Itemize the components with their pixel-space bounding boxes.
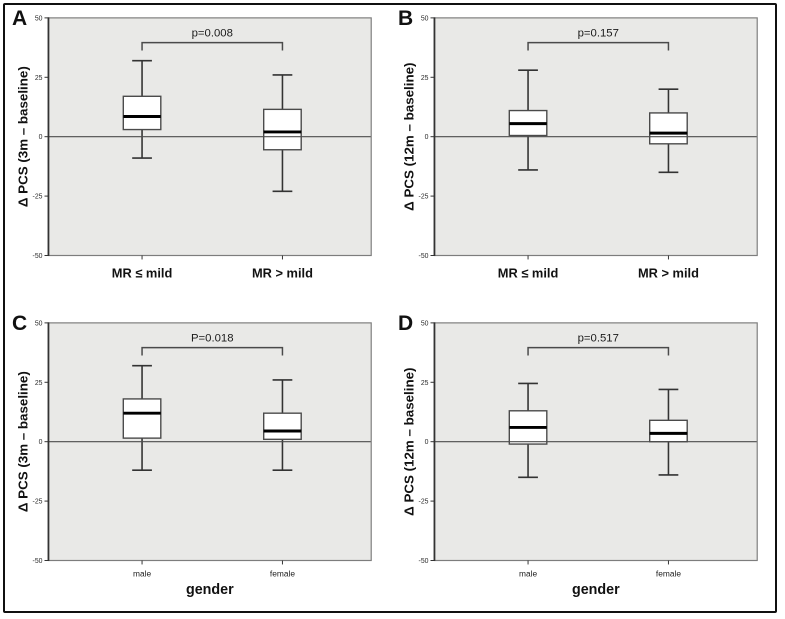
category-label: female bbox=[270, 568, 295, 578]
boxplot-box bbox=[649, 112, 688, 145]
y-tick-label: -50 bbox=[419, 253, 429, 260]
y-tick-label: 50 bbox=[35, 15, 43, 22]
y-tick-label: 25 bbox=[35, 75, 43, 82]
y-tick-label: 0 bbox=[39, 439, 43, 446]
p-value-label: p=0.517 bbox=[578, 333, 619, 345]
boxplot-box bbox=[122, 398, 162, 439]
x-axis-label: gender bbox=[572, 582, 620, 598]
y-tick-label: -25 bbox=[419, 194, 429, 201]
panel-a: A 50 25 0 -25 -50 MR ≤ mild MR > mild p=0.008 Δ … bbox=[7, 6, 387, 305]
y-tick-label: 25 bbox=[421, 75, 429, 82]
y-axis-label: Δ PCS (3m – baseline) bbox=[16, 66, 31, 207]
boxplot-box bbox=[263, 108, 302, 151]
category-label: male bbox=[519, 568, 537, 578]
x-axis-label: gender bbox=[186, 582, 234, 598]
y-tick-label: 25 bbox=[421, 380, 429, 387]
significance-bracket bbox=[141, 346, 284, 356]
boxplot-chart-b: 50 25 0 -25 -50 MR ≤ mild MR > mild p=0.157 Δ PC… bbox=[402, 15, 758, 280]
y-tick-label: -50 bbox=[419, 558, 429, 565]
y-tick-label: 0 bbox=[39, 134, 43, 141]
category-label: MR > mild bbox=[638, 265, 699, 280]
panel-letter-d: D bbox=[398, 312, 414, 335]
boxplot-box bbox=[122, 95, 162, 131]
category-label: male bbox=[133, 568, 151, 578]
y-tick-label: 0 bbox=[425, 134, 429, 141]
panel-c: C 50 25 0 -25 -50 male female gender P=0.018 Δ PC… bbox=[7, 311, 387, 610]
category-label: MR ≤ mild bbox=[112, 265, 172, 280]
y-tick-label: -25 bbox=[33, 499, 43, 506]
p-value-label: P=0.018 bbox=[191, 333, 234, 345]
y-tick-label: 0 bbox=[425, 439, 429, 446]
figure-frame: A 50 25 0 -25 -50 MR ≤ mild MR > mild p=0.008 Δ … bbox=[3, 3, 777, 613]
boxplot-chart-c: 50 25 0 -25 -50 male female gender P=0.018 Δ PCS … bbox=[16, 320, 372, 598]
panel-letter-a: A bbox=[12, 7, 28, 30]
y-tick-label: 50 bbox=[421, 320, 429, 327]
boxplot-chart-d: 50 25 0 -25 -50 male female gender p=0.517 Δ PCS … bbox=[402, 320, 758, 598]
y-axis-label: Δ PCS (3m – baseline) bbox=[16, 371, 31, 512]
category-label: MR > mild bbox=[252, 265, 313, 280]
significance-bracket bbox=[527, 346, 670, 356]
category-label: female bbox=[656, 568, 681, 578]
panel-d: D 50 25 0 -25 -50 male female gender p=0.517 Δ PC… bbox=[393, 311, 773, 610]
y-tick-label: -50 bbox=[33, 253, 43, 260]
significance-bracket bbox=[141, 41, 284, 51]
boxplot-box bbox=[649, 419, 688, 443]
p-value-label: p=0.157 bbox=[578, 28, 619, 40]
panel-letter-b: B bbox=[398, 7, 414, 30]
boxplot-box bbox=[263, 412, 302, 441]
y-tick-label: -25 bbox=[33, 194, 43, 201]
y-axis-label: Δ PCS (12m – baseline) bbox=[402, 63, 417, 211]
significance-bracket bbox=[527, 41, 670, 51]
panel-letter-c: C bbox=[12, 312, 28, 335]
y-tick-label: -25 bbox=[419, 499, 429, 506]
panel-b: B 50 25 0 -25 -50 MR ≤ mild MR > mild p=0.157 Δ … bbox=[393, 6, 773, 305]
y-tick-label: -50 bbox=[33, 558, 43, 565]
category-label: MR ≤ mild bbox=[498, 265, 558, 280]
y-tick-label: 50 bbox=[421, 15, 429, 22]
boxplot-chart-a: 50 25 0 -25 -50 MR ≤ mild MR > mild p=0.008 Δ PC… bbox=[16, 15, 372, 280]
p-value-label: p=0.008 bbox=[192, 28, 233, 40]
y-axis-label: Δ PCS (12m – baseline) bbox=[402, 368, 417, 516]
y-tick-label: 25 bbox=[35, 380, 43, 387]
y-tick-label: 50 bbox=[35, 320, 43, 327]
